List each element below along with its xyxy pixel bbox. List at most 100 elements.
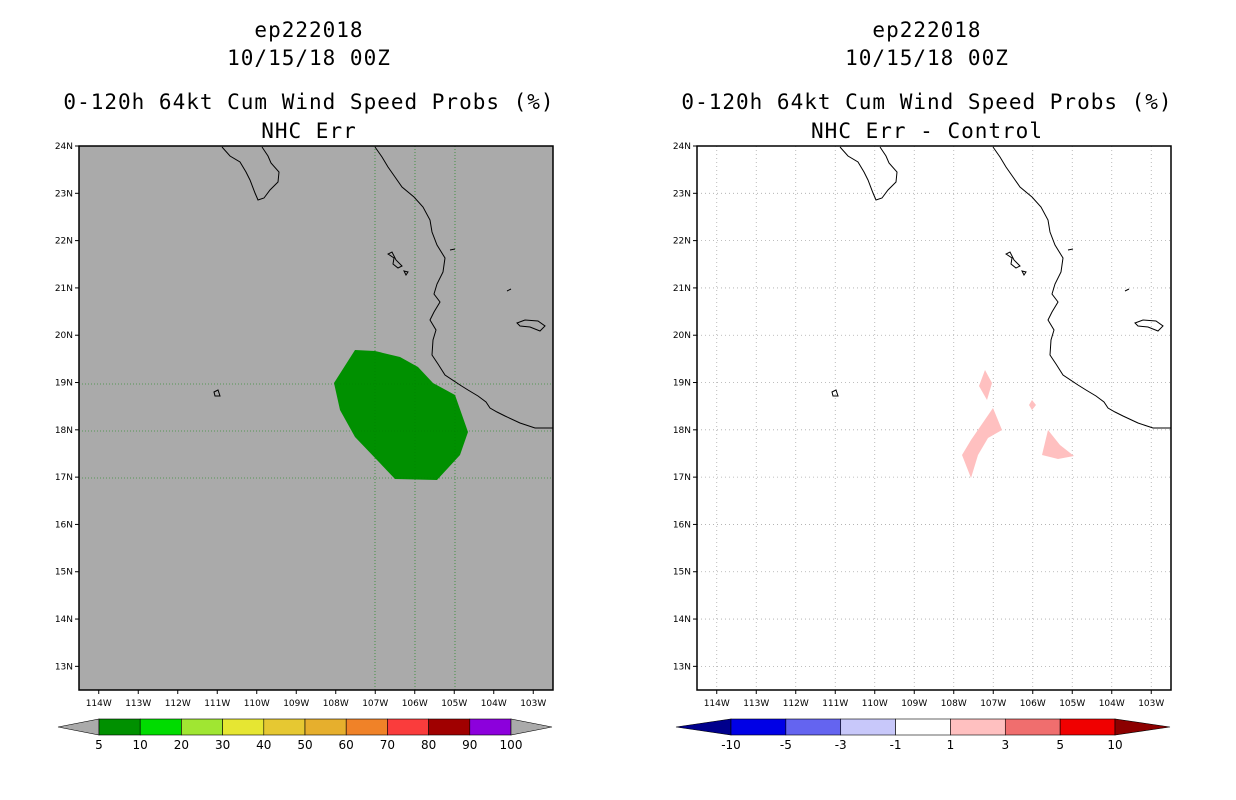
left-colorbar: 5 10 20 30 40 50 60 70 80 90 100 — [57, 718, 553, 752]
lat-label: 19N — [673, 379, 691, 389]
colorbar-swatch — [895, 718, 951, 736]
colorbar-swatch — [387, 718, 429, 736]
colorbar-swatch — [840, 718, 896, 736]
lon-label: 113W — [125, 699, 151, 709]
lon-label: 107W — [362, 699, 388, 709]
right-map-background — [697, 146, 1171, 690]
left-coastline — [213, 146, 553, 429]
lat-label: 21N — [673, 284, 691, 294]
colorbar-max-arrow — [510, 718, 553, 736]
lon-label: 111W — [204, 699, 230, 709]
lon-label: 109W — [283, 699, 309, 709]
right-gridlines — [697, 145, 1171, 690]
lat-label: 17N — [673, 473, 691, 483]
colorbar-label: 10 — [133, 738, 148, 752]
colorbar-swatch — [730, 718, 787, 736]
colorbar-swatch — [304, 718, 347, 736]
lat-label: 14N — [673, 615, 691, 625]
lat-label: 22N — [55, 237, 73, 247]
lon-label: 104W — [481, 699, 507, 709]
lat-label: 13N — [55, 662, 73, 672]
lon-label: 108W — [941, 699, 967, 709]
lat-label: 19N — [55, 379, 73, 389]
colorbar-label: -10 — [721, 738, 741, 752]
right-map-frame — [696, 145, 1172, 691]
right-product-title: 0-120h 64kt Cum Wind Speed Probs (%) — [681, 90, 1173, 114]
lat-label: 18N — [673, 426, 691, 436]
lat-label: 18N — [55, 426, 73, 436]
lon-label: 106W — [402, 699, 428, 709]
left-date: 10/15/18 00Z — [227, 46, 391, 70]
diff-area-3 — [1029, 400, 1036, 410]
colorbar-swatch — [222, 718, 265, 736]
colorbar-label: -1 — [890, 738, 902, 752]
lat-label: 20N — [55, 331, 73, 341]
left-map-panel: ep222018 10/15/18 00Z 0-120h 64kt Cum Wi… — [55, 18, 555, 752]
diff-area-2 — [962, 408, 1002, 478]
left-prob-area — [334, 350, 468, 480]
right-lat-axis: 24N 23N 22N 21N 20N 19N 18N 17N 16N 15N 14N 13N — [673, 142, 697, 672]
colorbar-label: 1 — [947, 738, 955, 752]
left-subtitle: NHC Err — [261, 119, 357, 143]
colorbar-label: 90 — [462, 738, 477, 752]
lat-label: 20N — [673, 331, 691, 341]
colorbar-label: 5 — [95, 738, 103, 752]
left-map-frame — [78, 145, 554, 691]
left-product-title: 0-120h 64kt Cum Wind Speed Probs (%) — [63, 90, 555, 114]
colorbar-label: 10 — [1107, 738, 1122, 752]
colorbar-swatch — [263, 718, 306, 736]
right-subtitle: NHC Err - Control — [811, 119, 1043, 143]
lon-label: 110W — [244, 699, 270, 709]
colorbar-swatch — [1004, 718, 1061, 736]
lon-label: 105W — [1059, 699, 1085, 709]
colorbar-swatch — [345, 718, 388, 736]
colorbar-label: -3 — [835, 738, 847, 752]
right-coastline — [831, 146, 1171, 429]
lon-label: 111W — [822, 699, 848, 709]
colorbar-swatch — [428, 718, 471, 736]
colorbar-label: 5 — [1056, 738, 1064, 752]
lat-label: 24N — [673, 142, 691, 152]
lat-label: 16N — [55, 520, 73, 530]
lon-label: 113W — [743, 699, 769, 709]
lat-label: 13N — [673, 662, 691, 672]
colorbar-min-arrow — [57, 718, 100, 736]
colorbar-swatch — [181, 718, 223, 736]
colorbar-label: 50 — [297, 738, 312, 752]
lon-label: 114W — [704, 699, 730, 709]
right-colorbar: -10 -5 -3 -1 1 3 5 10 — [675, 718, 1171, 752]
lat-label: 21N — [55, 284, 73, 294]
colorbar-swatch — [469, 718, 512, 736]
colorbar-label: -5 — [780, 738, 792, 752]
lon-label: 108W — [323, 699, 349, 709]
right-lon-axis: 114W 113W 112W 111W 110W 109W 108W 107W 106W 105W… — [704, 690, 1164, 709]
colorbar-swatch — [950, 718, 1006, 736]
lat-label: 15N — [673, 568, 691, 578]
colorbar-label: 100 — [500, 738, 523, 752]
lon-label: 104W — [1099, 699, 1125, 709]
right-diff-areas — [962, 370, 1074, 478]
colorbar-label: 80 — [421, 738, 436, 752]
right-storm-id: ep222018 — [872, 18, 982, 42]
left-map-background — [79, 146, 553, 690]
lon-label: 103W — [520, 699, 546, 709]
lon-label: 110W — [862, 699, 888, 709]
right-date: 10/15/18 00Z — [845, 46, 1009, 70]
colorbar-label: 60 — [339, 738, 354, 752]
lon-label: 106W — [1020, 699, 1046, 709]
left-gridlines — [79, 146, 553, 690]
lon-label: 112W — [165, 699, 191, 709]
lon-label: 109W — [901, 699, 927, 709]
lon-label: 103W — [1138, 699, 1164, 709]
lat-label: 16N — [673, 520, 691, 530]
diff-area-4 — [1042, 430, 1074, 459]
colorbar-max-arrow — [1114, 718, 1171, 736]
lat-label: 15N — [55, 568, 73, 578]
lat-label: 23N — [55, 189, 73, 199]
colorbar-min-arrow — [675, 718, 732, 736]
left-storm-id: ep222018 — [254, 18, 364, 42]
lat-label: 14N — [55, 615, 73, 625]
lat-label: 17N — [55, 473, 73, 483]
lon-label: 112W — [783, 699, 809, 709]
left-lat-axis: 24N 23N 22N 21N 20N 19N 18N 17N 16N 15N 14N 13N — [55, 142, 79, 672]
